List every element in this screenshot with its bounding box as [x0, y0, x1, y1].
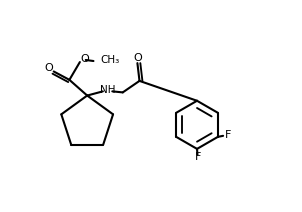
Text: NH: NH — [100, 85, 115, 95]
Text: CH₃: CH₃ — [100, 55, 119, 65]
Text: F: F — [194, 152, 201, 162]
Text: O: O — [133, 53, 142, 63]
Text: F: F — [225, 130, 231, 140]
Text: O: O — [44, 63, 53, 73]
Text: O: O — [80, 54, 89, 64]
